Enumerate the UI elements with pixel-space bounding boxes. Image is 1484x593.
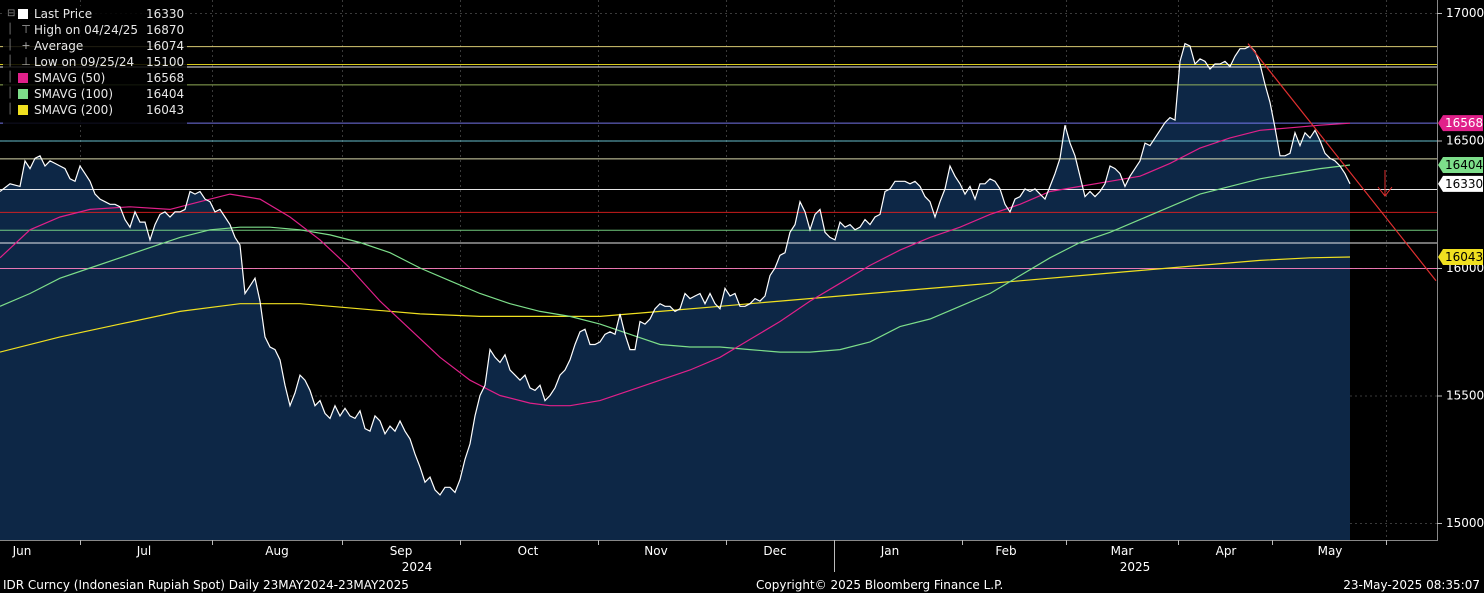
x-tick-label-11: May	[1318, 544, 1343, 558]
x-tick-label-3: Sep	[390, 544, 413, 558]
value-label-3: 16043	[1445, 250, 1483, 264]
high-marker-icon: ⊤	[21, 23, 31, 36]
tree-line-icon: │	[7, 40, 14, 51]
legend-label: SMAVG (100)	[34, 87, 114, 101]
legend-value: 16330	[146, 7, 185, 21]
x-tick-label-7: Jan	[880, 544, 900, 558]
year-label-1: 2025	[1120, 560, 1151, 574]
y-tick-label-0: 15000	[1446, 516, 1484, 530]
tree-line-icon: │	[7, 104, 14, 115]
horizontal-lines	[0, 46, 1437, 269]
x-tick-label-4: Oct	[518, 544, 539, 558]
x-tick-label-8: Feb	[995, 544, 1016, 558]
tree-line-icon: │	[7, 88, 14, 99]
right-value-labels: 16568 16404 16330 16043	[1438, 115, 1483, 266]
price-line	[0, 42, 1351, 496]
legend-value: 16568	[146, 71, 185, 85]
value-label-bg-3	[1438, 249, 1483, 266]
legend-row: │ SMAVG (50) 16568	[3, 70, 187, 86]
legend-row: │ + Average 16074	[3, 38, 187, 54]
legend-label: SMAVG (50)	[34, 71, 106, 85]
legend-swatch	[18, 89, 28, 99]
legend-row: │ SMAVG (200) 16043	[3, 102, 187, 118]
footer-center: Copyright© 2025 Bloomberg Finance L.P.	[756, 578, 1004, 592]
legend-label: Last Price	[34, 7, 93, 21]
legend-label: High on 04/24/25	[34, 23, 139, 37]
legend-label: Average	[34, 39, 84, 53]
legend-swatch	[18, 73, 28, 83]
x-tick-label-2: Aug	[265, 544, 288, 558]
x-tick-label-10: Apr	[1216, 544, 1237, 558]
avg-marker-icon: +	[21, 39, 31, 52]
x-tick-label-9: Mar	[1111, 544, 1134, 558]
legend: ⊟ Last Price 16330 │ ⊤ High on 04/24/25 16870 │…	[3, 6, 187, 124]
trendline	[1247, 43, 1437, 282]
legend-row: │ ⊤ High on 04/24/25 16870	[3, 22, 187, 38]
value-label-bg-1	[1438, 156, 1483, 173]
value-label-bg-2	[1438, 175, 1483, 192]
x-axis: Jun Jul Aug Sep Oct Nov Dec Jan Feb Mar Apr May 2024…	[12, 540, 1387, 574]
sma200-line	[0, 256, 1351, 353]
legend-row: ⊟ Last Price 16330	[3, 6, 187, 22]
legend-swatch	[18, 105, 28, 115]
y-tick-label-1: 15500	[1446, 389, 1484, 403]
value-label-1: 16404	[1445, 158, 1483, 172]
footer-right: 23-May-2025 08:35:07	[1343, 578, 1480, 592]
value-label-bg-0	[1438, 115, 1483, 132]
legend-value: 15100	[146, 55, 185, 69]
legend-value: 16043	[146, 103, 185, 117]
legend-label: SMAVG (200)	[34, 103, 114, 117]
value-label-2: 16330	[1445, 177, 1483, 191]
legend-swatch	[18, 9, 28, 19]
legend-value: 16074	[146, 39, 185, 53]
collapse-icon[interactable]: ⊟	[7, 8, 16, 19]
x-tick-label-1: Jul	[136, 544, 151, 558]
low-marker-icon: ⊥	[21, 55, 31, 68]
footer-left: IDR Curncy (Indonesian Rupiah Spot) Dail…	[3, 578, 409, 592]
sma50-line	[0, 122, 1351, 407]
legend-value: 16404	[146, 87, 185, 101]
value-label-0: 16568	[1445, 116, 1483, 130]
price-area	[0, 43, 1350, 540]
tree-line-icon: │	[7, 24, 14, 35]
x-tick-label-5: Nov	[644, 544, 667, 558]
legend-row: │ SMAVG (100) 16404	[3, 86, 187, 102]
legend-row: │ ⊥ Low on 09/25/24 15100	[3, 54, 187, 70]
legend-value: 16870	[146, 23, 185, 37]
year-label-0: 2024	[402, 560, 433, 574]
y-tick-label-3: 16500	[1446, 134, 1484, 148]
down-arrow-icon	[1377, 170, 1393, 197]
tree-line-icon: │	[7, 56, 14, 67]
tree-line-icon: │	[7, 72, 14, 83]
x-tick-label-0: Jun	[12, 544, 32, 558]
y-tick-label-4: 17000	[1446, 6, 1484, 20]
legend-label: Low on 09/25/24	[34, 55, 135, 69]
sma100-line	[0, 164, 1351, 353]
x-tick-label-6: Dec	[763, 544, 786, 558]
